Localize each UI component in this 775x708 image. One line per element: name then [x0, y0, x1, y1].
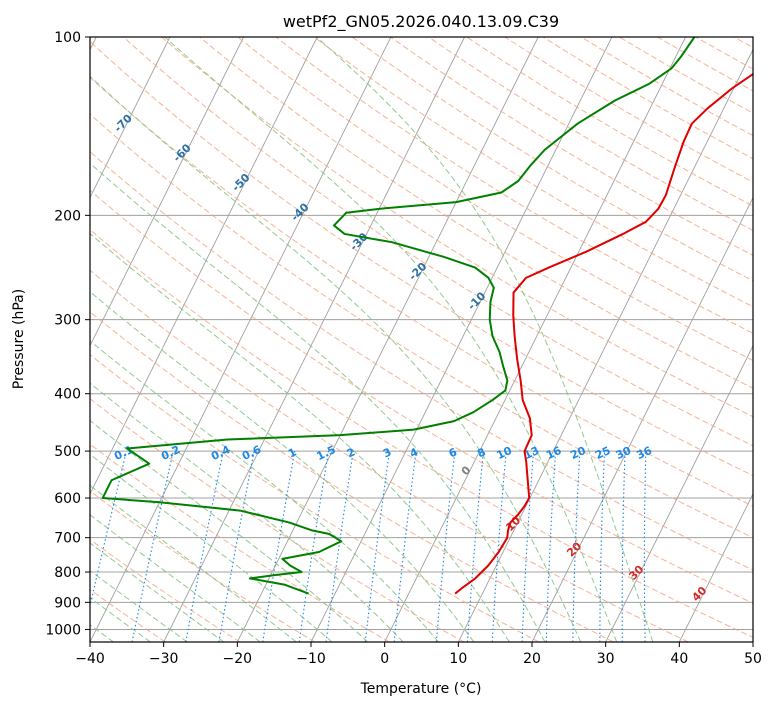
dry-adiabat — [90, 113, 753, 539]
moist-adiabat — [90, 419, 369, 642]
mixing-ratio-label: 20 — [568, 444, 588, 462]
dry-adiabat — [90, 269, 689, 642]
isotherm-line — [384, 37, 686, 642]
dry-adiabat — [90, 490, 315, 642]
dry-adiabat — [90, 229, 753, 638]
x-tick-label: 20 — [523, 651, 541, 667]
x-tick-label: 10 — [449, 651, 467, 667]
y-axis: 1000 900 800 700 600 500 400 300 200 100 — [45, 30, 90, 638]
chart-title: wetPf2_GN05.2026.040.13.09.C39 — [283, 12, 559, 32]
y-tick-label: 1000 — [45, 622, 81, 638]
x-tick-label: 30 — [597, 651, 615, 667]
sounding-profiles — [101, 37, 753, 595]
moist-adiabat — [90, 484, 297, 642]
y-tick-label: 300 — [54, 313, 81, 329]
isotherm-line — [236, 37, 539, 642]
dry-adiabat — [90, 76, 753, 507]
x-axis: −40 −30 −20 −10 0 10 20 30 40 50 — [75, 642, 762, 667]
plot-frame — [89, 36, 754, 643]
moist-adiabat — [90, 162, 546, 642]
mixing-ratio-label: 25 — [593, 444, 612, 462]
isotherm-line — [90, 37, 392, 642]
dry-adiabat — [542, 37, 753, 160]
x-axis-label: Temperature (°C) — [360, 681, 482, 697]
x-tick-label: 50 — [744, 651, 762, 667]
temperature-profile — [454, 72, 753, 595]
y-tick-label: 100 — [54, 30, 81, 46]
y-tick-label: 400 — [54, 387, 81, 403]
mixing-ratio-line — [364, 451, 391, 642]
dry-adiabat — [90, 40, 753, 477]
dry-adiabat — [466, 37, 753, 207]
x-tick-label: −30 — [149, 651, 179, 667]
dry-adiabat — [275, 37, 753, 334]
background-lines — [90, 37, 753, 642]
dry-adiabat — [90, 151, 753, 571]
y-tick-label: 200 — [54, 208, 81, 224]
moist-adiabat — [316, 37, 654, 642]
x-tick-label: −40 — [75, 651, 105, 667]
y-tick-label: 900 — [54, 595, 81, 611]
mixing-ratio-line — [393, 451, 417, 642]
moist-adiabat — [164, 37, 618, 642]
moist-adiabat — [90, 232, 510, 642]
mixing-ratio-line — [298, 451, 330, 642]
mixing-ratio-line — [218, 450, 255, 642]
x-tick-label: −20 — [223, 651, 253, 667]
dry-adiabat — [90, 189, 753, 604]
moist-adiabat — [90, 382, 404, 642]
mixing-ratio-label: 30 — [614, 444, 634, 462]
x-tick-label: 40 — [670, 651, 688, 667]
isotherm-line — [605, 344, 753, 642]
isotherm-line — [678, 492, 753, 642]
y-tick-label: 600 — [54, 491, 81, 507]
dry-adiabat — [90, 311, 614, 642]
plot-area — [90, 37, 753, 642]
dewpoint-profile — [101, 37, 696, 595]
x-tick-label: −10 — [296, 651, 326, 667]
dry-adiabat — [161, 37, 753, 418]
isotherm-line — [163, 37, 465, 642]
y-tick-label: 500 — [54, 444, 81, 460]
dry-adiabat — [313, 37, 753, 308]
moist-adiabat — [90, 291, 475, 642]
mixing-ratio-label: 36 — [635, 444, 655, 462]
isotherm-line — [457, 48, 753, 642]
isotherm-line — [531, 196, 753, 642]
dry-adiabat — [122, 37, 753, 447]
mixing-ratio-line — [131, 450, 174, 642]
isotherm-line — [90, 37, 244, 347]
dry-adiabat — [90, 443, 390, 642]
mixing-ratio-line — [325, 451, 354, 642]
mixing-ratio-line — [262, 451, 296, 642]
dry-adiabat — [237, 37, 753, 361]
isotherm-line — [310, 37, 613, 642]
isotherm-line — [90, 37, 171, 199]
moist-adiabat — [90, 75, 582, 642]
moist-adiabat — [90, 453, 333, 642]
y-tick-label: 800 — [54, 565, 81, 581]
mixing-ratio-line — [185, 450, 224, 642]
y-axis-label: Pressure (hPa) — [11, 289, 27, 389]
mixing-ratio-label: 16 — [544, 444, 564, 462]
y-tick-label: 700 — [54, 531, 81, 547]
moist-adiabat — [90, 340, 439, 642]
x-tick-label: 0 — [380, 651, 389, 667]
dry-adiabat — [199, 37, 753, 389]
dry-adiabat — [428, 37, 753, 232]
isotherm-line — [90, 37, 318, 495]
mixing-ratio-label: 10 — [495, 444, 515, 462]
